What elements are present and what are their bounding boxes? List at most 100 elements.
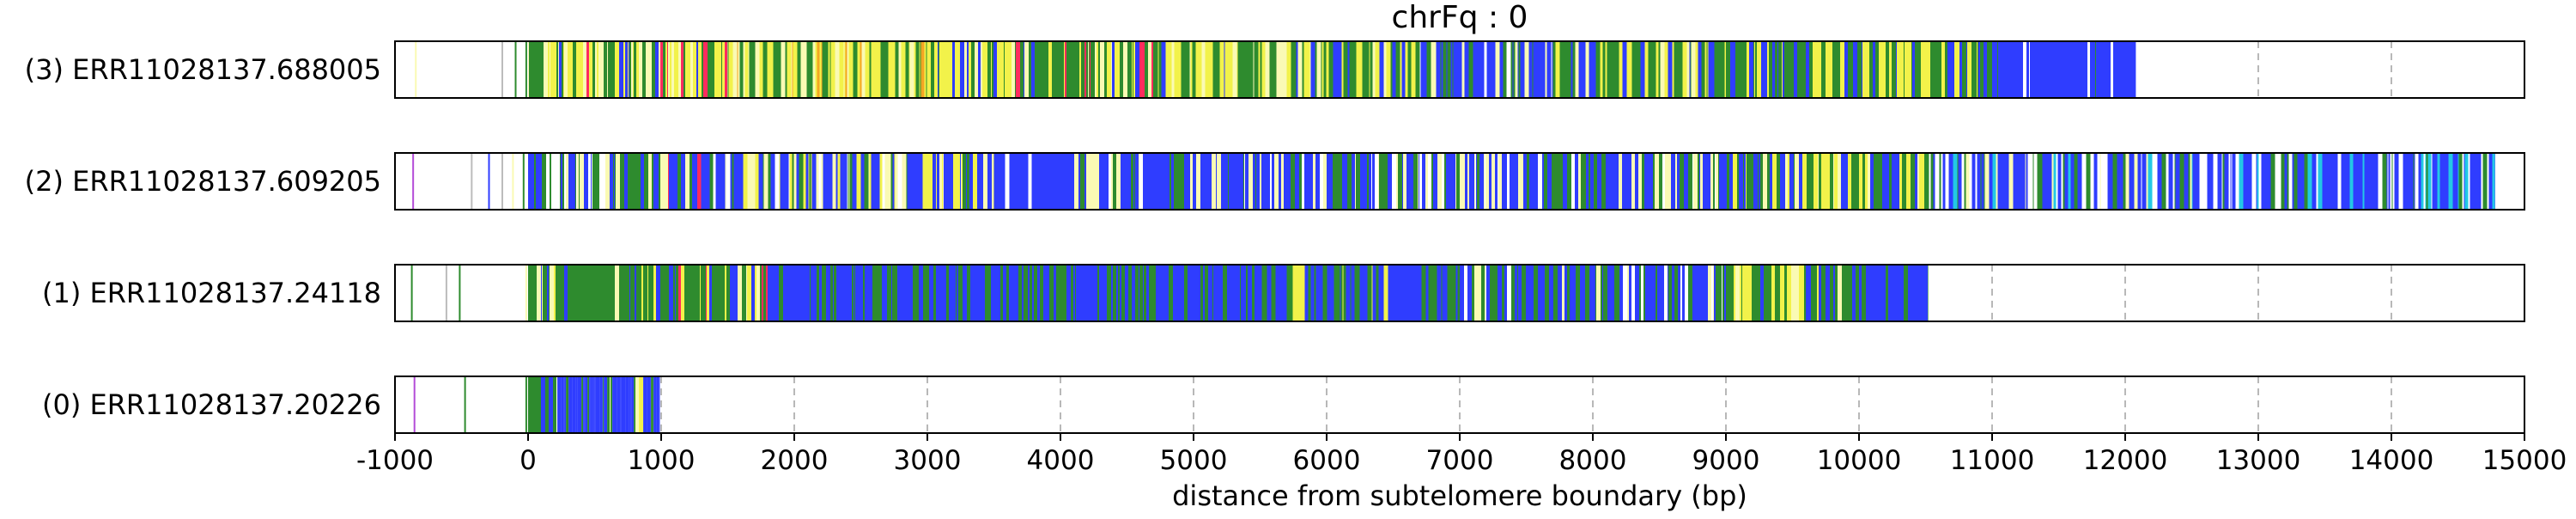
read-segment-stripe	[1231, 41, 1233, 98]
read-segment-stripe	[902, 265, 904, 321]
read-segment-stripe	[556, 376, 557, 433]
read-segment-stripe	[1627, 153, 1631, 210]
read-segment-stripe	[1116, 153, 1117, 210]
read-segment-stripe	[629, 41, 630, 98]
read-segment-stripe	[562, 41, 563, 98]
read-segment-stripe	[1352, 153, 1355, 210]
read-segment-stripe	[1680, 265, 1682, 321]
read-segment-stripe	[2147, 153, 2148, 210]
read-segment-stripe	[872, 153, 875, 210]
read-segment-stripe	[978, 41, 981, 98]
read-segment-stripe	[1553, 41, 1556, 98]
read-segment-stripe	[1092, 153, 1095, 210]
read-segment-stripe	[1425, 153, 1428, 210]
read-segment-stripe	[1890, 153, 1892, 210]
read-segment-stripe	[1093, 265, 1096, 321]
read-segment-stripe	[1891, 265, 1895, 321]
read-segment-stripe	[2184, 153, 2185, 210]
read-segment-stripe	[1366, 265, 1368, 321]
read-segment-stripe	[1404, 265, 1405, 321]
read-segment-stripe	[1310, 265, 1311, 321]
read-segment-stripe	[1488, 41, 1490, 98]
read-segment-stripe	[1079, 41, 1081, 98]
read-segment-stripe	[581, 265, 586, 321]
read-segment-stripe	[1522, 265, 1526, 321]
read-segment-stripe	[550, 153, 551, 210]
read-segment-stripe	[2081, 41, 2084, 98]
read-segment-stripe	[625, 41, 628, 98]
read-segment-stripe	[2214, 153, 2217, 210]
read-segment-stripe	[1586, 41, 1589, 98]
read-segment-stripe	[789, 153, 790, 210]
read-segment-stripe	[1357, 265, 1360, 321]
read-segment-stripe	[1086, 153, 1090, 210]
x-tick-label: 2000	[761, 445, 829, 476]
read-segment-stripe	[1513, 41, 1514, 98]
read-segment-stripe	[649, 265, 651, 321]
read-segment-stripe	[634, 41, 636, 98]
read-segment-stripe	[1479, 41, 1480, 98]
read-segment-stripe	[1121, 153, 1122, 210]
read-segment-stripe	[1242, 41, 1246, 98]
read-segment-stripe	[989, 41, 991, 98]
read-segment-stripe	[1899, 41, 1904, 98]
read-segment-stripe	[602, 153, 605, 210]
read-segment-stripe	[1255, 153, 1256, 210]
read-segment-stripe	[1144, 265, 1146, 321]
read-segment-stripe	[1329, 153, 1333, 210]
read-segment-stripe	[1902, 153, 1903, 210]
read-segment-stripe	[1674, 265, 1678, 321]
read-segment-stripe	[2387, 153, 2388, 210]
read-segment-stripe	[1308, 41, 1310, 98]
read-segment-stripe	[2030, 41, 2032, 98]
read-segment-stripe	[1393, 41, 1396, 98]
read-segment-stripe	[642, 41, 646, 98]
read-segment-stripe	[1619, 265, 1623, 321]
read-segment-stripe	[568, 41, 573, 98]
read-segment-stripe	[1586, 153, 1589, 210]
read-segment-stripe	[1924, 153, 1926, 210]
read-segment-stripe	[997, 41, 1001, 98]
read-segment-stripe	[639, 376, 643, 433]
read-segment-stripe	[1166, 265, 1169, 321]
read-segment-stripe	[2190, 153, 2192, 210]
read-segment-stripe	[1692, 265, 1695, 321]
read-segment-stripe	[1677, 153, 1678, 210]
read-track: (0) ERR11028137.20226	[42, 376, 2524, 433]
read-segment-stripe	[1422, 153, 1425, 210]
read-segment-stripe	[1243, 153, 1244, 210]
read-segment-stripe	[2222, 153, 2223, 210]
read-segment-stripe	[1760, 153, 1763, 210]
read-segment-stripe	[2197, 153, 2200, 210]
read-segment-stripe	[1629, 265, 1630, 321]
read-segment-stripe	[1052, 41, 1056, 98]
read-segment-stripe	[1917, 41, 1921, 98]
read-segment-stripe	[1371, 153, 1372, 210]
read-segment-stripe	[1875, 41, 1877, 98]
read-segment-stripe	[2229, 153, 2231, 210]
read-segment-stripe	[1721, 41, 1725, 98]
read-segment-stripe	[906, 265, 910, 321]
read-segment-stripe	[1585, 265, 1588, 321]
read-segment-stripe	[729, 41, 733, 98]
read-segment-stripe	[1060, 153, 1061, 210]
read-segment-stripe	[2383, 153, 2387, 210]
read-segment-stripe	[1275, 153, 1278, 210]
read-segment-stripe	[537, 265, 538, 321]
read-segment-stripe	[1363, 41, 1367, 98]
read-segment-stripe	[665, 265, 669, 321]
read-segment-stripe	[1446, 153, 1449, 210]
read-segment-stripe	[671, 41, 674, 98]
read-segment-stripe	[641, 153, 644, 210]
read-segment-stripe	[1915, 265, 1916, 321]
read-segment-stripe	[638, 153, 641, 210]
read-segment-stripe	[849, 41, 854, 98]
read-segment-stripe	[770, 265, 773, 321]
read-segment-stripe	[1614, 153, 1616, 210]
read-segment-stripe	[1490, 265, 1491, 321]
read-segment-stripe	[756, 41, 760, 98]
read-segment-stripe	[646, 41, 648, 98]
read-segment-stripe	[541, 376, 545, 433]
read-segment-stripe	[2022, 41, 2023, 98]
read-segment-stripe	[1845, 153, 1848, 210]
